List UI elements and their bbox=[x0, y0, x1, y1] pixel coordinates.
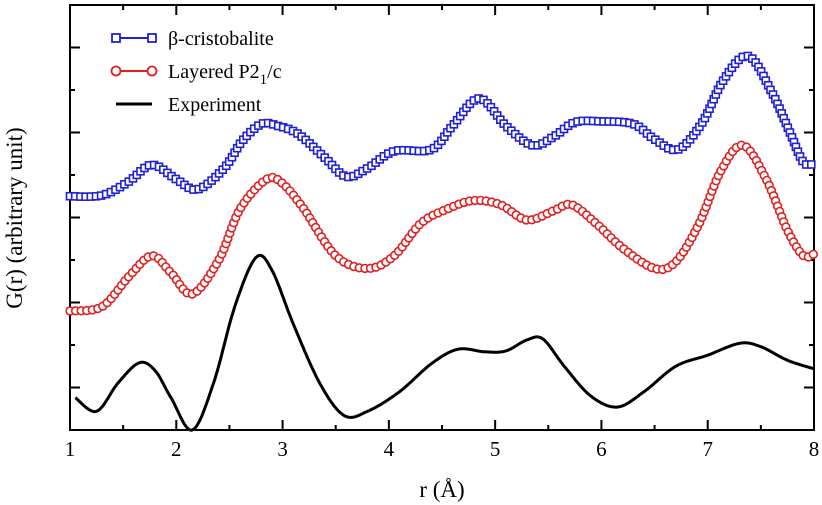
series-layer bbox=[65, 51, 818, 432]
x-tick-label: 8 bbox=[809, 437, 820, 461]
x-tick-label: 1 bbox=[65, 437, 76, 461]
legend-marker-square bbox=[147, 33, 157, 43]
legend-marker-circle bbox=[146, 65, 158, 77]
x-tick-label: 7 bbox=[702, 437, 713, 461]
y-axis-title: G(r) (arbitrary unit) bbox=[2, 127, 27, 308]
series-1 bbox=[65, 140, 818, 316]
series-line bbox=[74, 253, 815, 432]
legend-marker-square bbox=[111, 33, 121, 43]
series-2 bbox=[74, 253, 815, 432]
legend-label: β-cristobalite bbox=[168, 28, 274, 50]
x-tick-label: 5 bbox=[490, 437, 501, 461]
x-axis-ticks: 1 2 3 4 5 6 7 8 bbox=[65, 5, 820, 461]
legend-label: Layered P21/c bbox=[168, 61, 282, 88]
y-axis-ticks bbox=[70, 46, 814, 389]
legend-marker-circle bbox=[110, 65, 122, 77]
series-0 bbox=[65, 51, 816, 201]
legend-item: Experiment bbox=[116, 94, 262, 116]
legend-item: Layered P21/c bbox=[110, 61, 282, 88]
legend: β-cristobalite Layered P21/c Experiment bbox=[110, 28, 282, 116]
x-axis-title: r (Å) bbox=[419, 477, 464, 502]
x-tick-label: 4 bbox=[384, 437, 395, 461]
legend-item: β-cristobalite bbox=[111, 28, 274, 50]
legend-label: Experiment bbox=[168, 94, 262, 116]
x-tick-label: 6 bbox=[596, 437, 607, 461]
marker-circle bbox=[808, 249, 818, 260]
x-tick-label: 3 bbox=[277, 437, 288, 461]
marker-square bbox=[806, 160, 816, 169]
x-tick-label: 2 bbox=[171, 437, 182, 461]
